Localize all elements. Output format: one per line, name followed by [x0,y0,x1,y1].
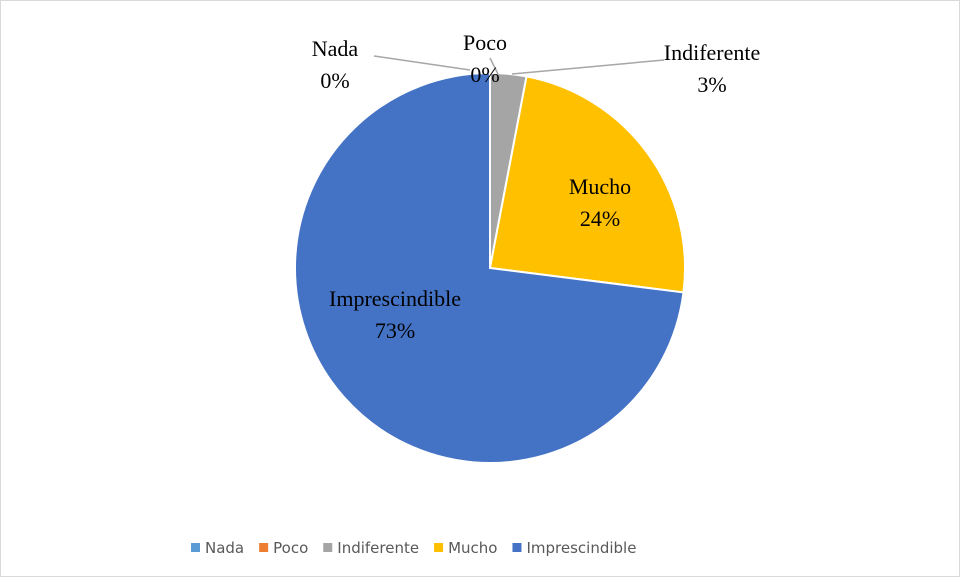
leader-line [489,57,499,75]
legend-swatch [259,543,269,552]
legend-swatch [512,543,522,552]
data-label-name: Imprescindible [329,286,461,311]
legend-label: Indiferente [337,539,419,557]
data-label-name: Mucho [569,174,631,199]
data-label-value: 73% [375,318,415,343]
legend-label: Imprescindible [526,539,636,557]
legend-swatch [434,543,444,552]
data-label-value: 0% [470,62,499,87]
data-label-name: Poco [463,30,507,55]
data-label-name: Indiferente [664,40,761,65]
legend-swatch [191,543,200,552]
data-label-name: Nada [312,36,359,61]
legend-label: Nada [205,539,244,557]
data-label-value: 0% [320,68,349,93]
pie-slice [488,75,686,294]
leader-line [511,59,665,75]
leader-line [373,55,471,71]
legend-label: Mucho [448,539,497,557]
data-label-value: 3% [697,72,726,97]
pie-slice [294,71,685,464]
legend-swatch [323,543,333,552]
legend-label: Poco [273,539,308,557]
data-label-value: 24% [580,206,620,231]
